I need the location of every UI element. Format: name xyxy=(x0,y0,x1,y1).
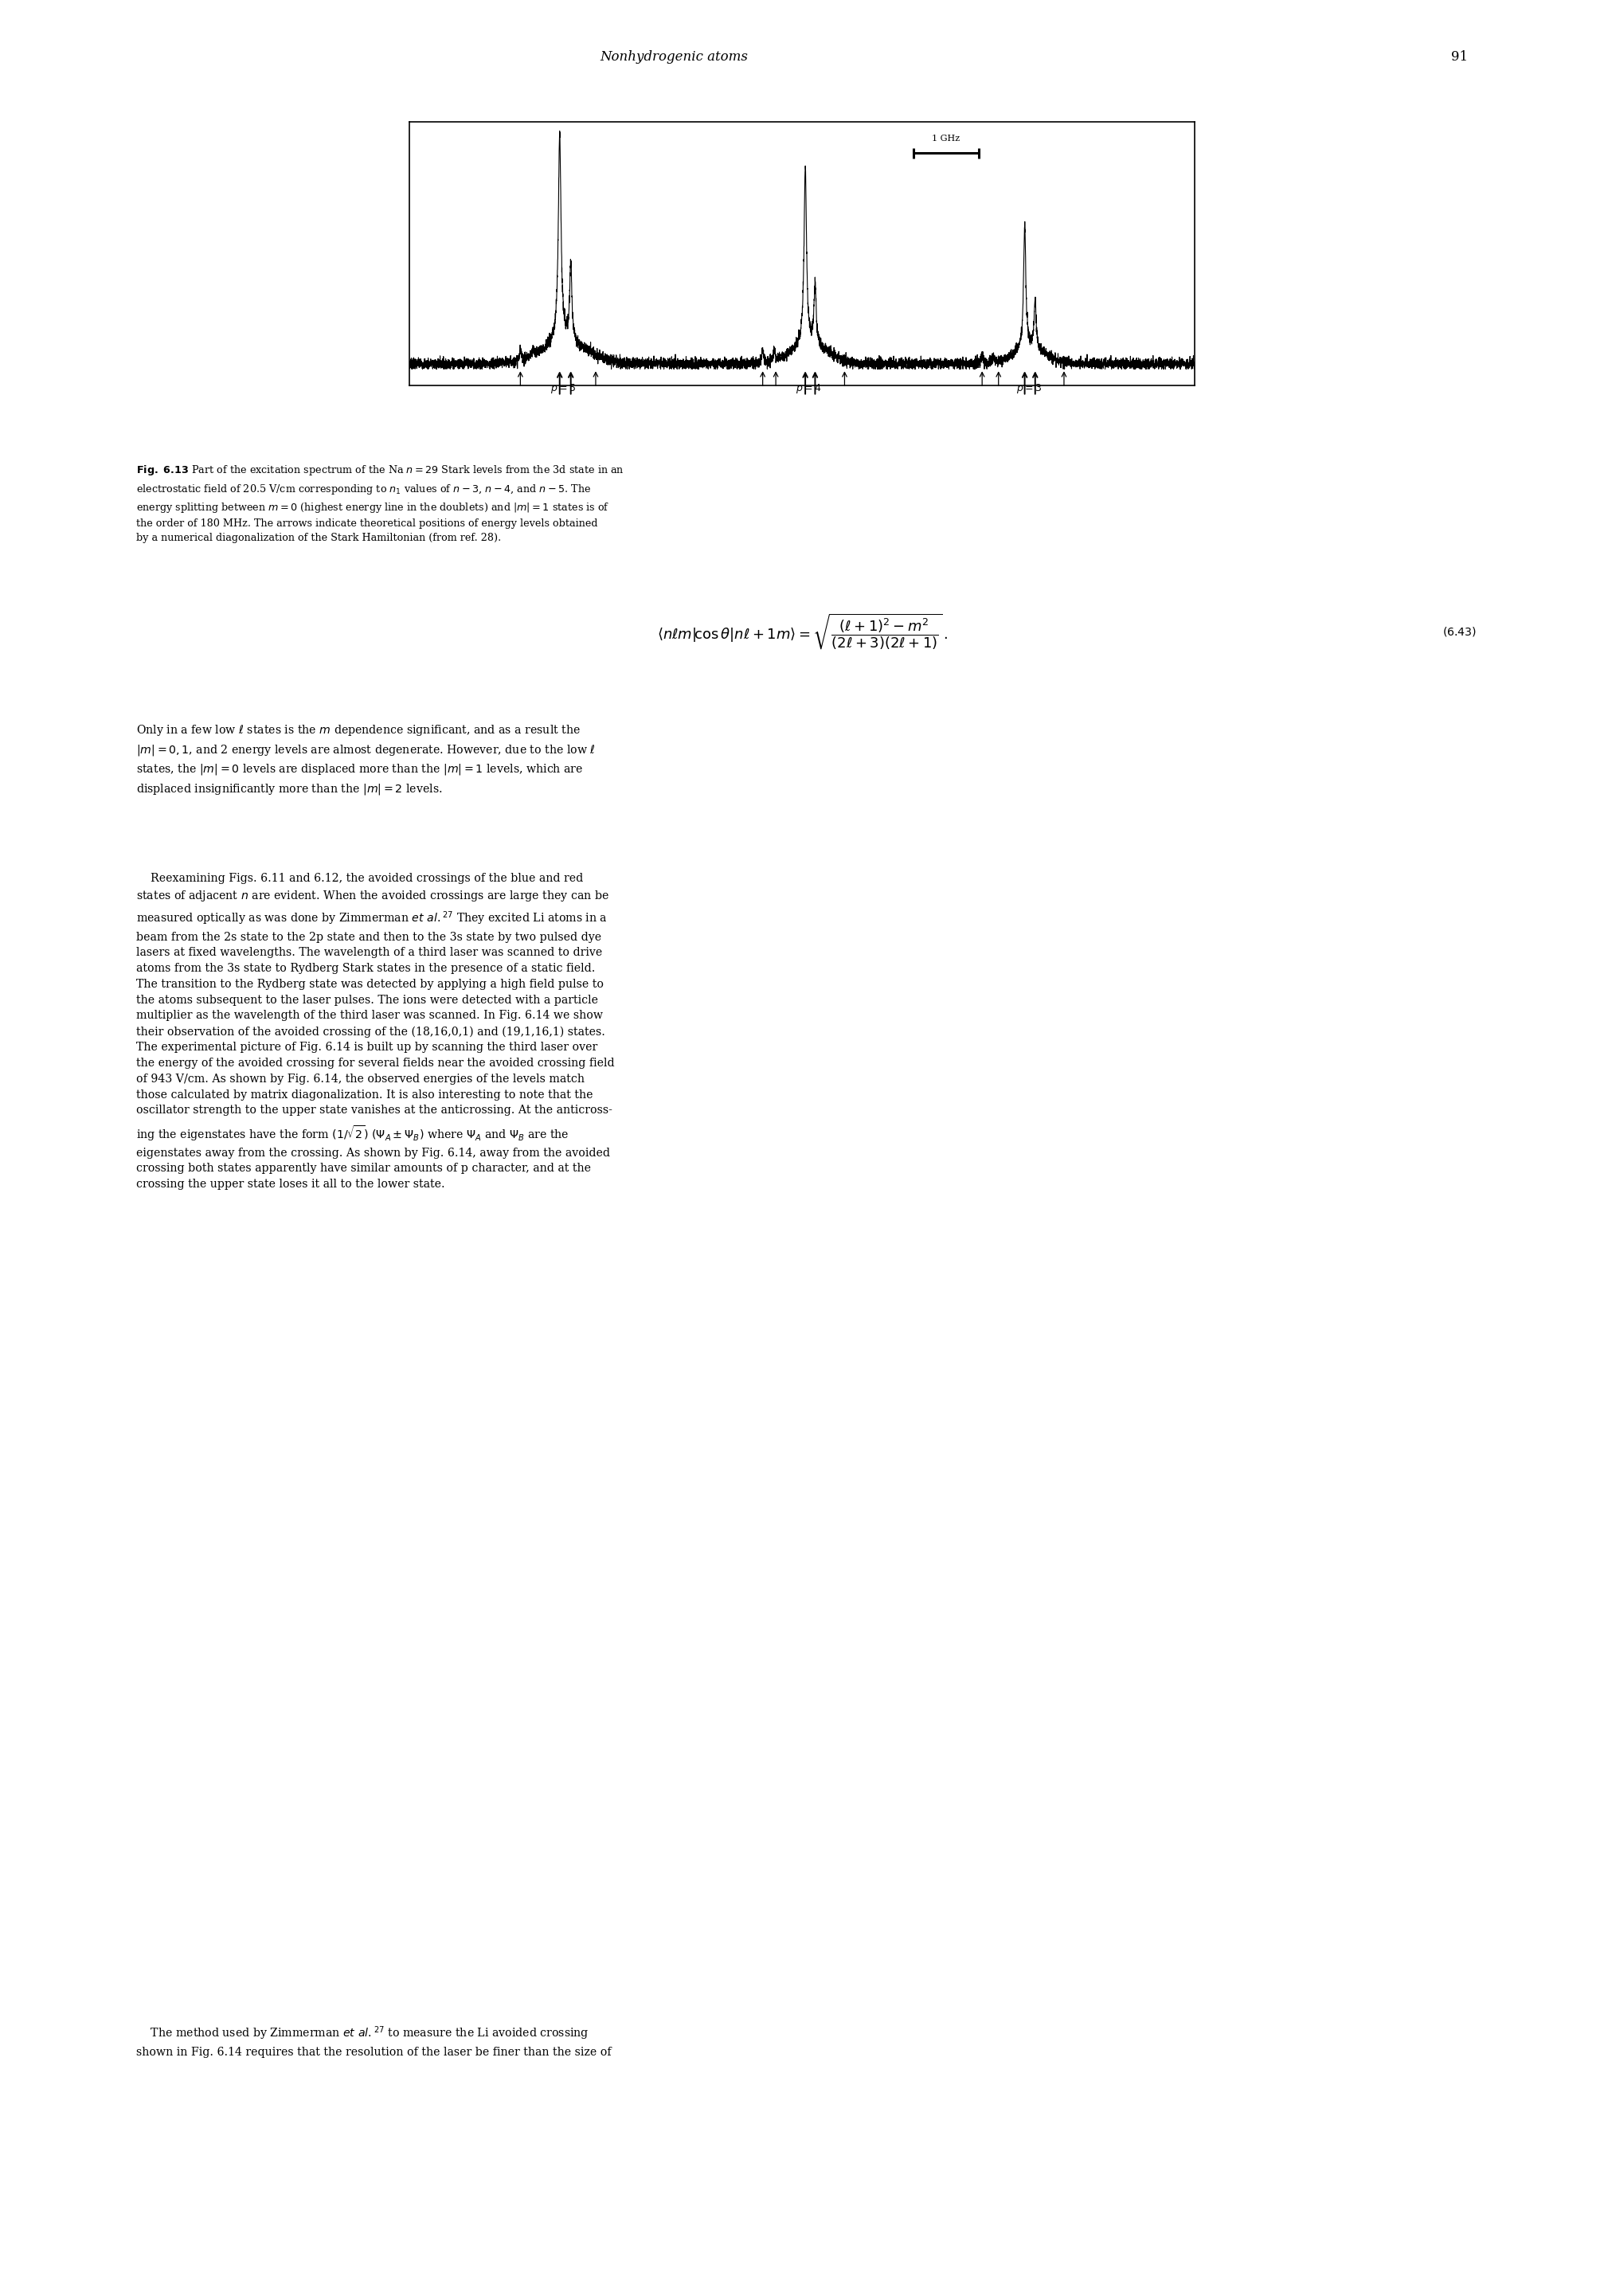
Text: $p=5$: $p=5$ xyxy=(550,383,576,395)
Text: Nonhydrogenic atoms: Nonhydrogenic atoms xyxy=(600,51,747,64)
Text: $p=3$: $p=3$ xyxy=(1017,383,1043,395)
Text: $p=4$: $p=4$ xyxy=(796,383,821,395)
Text: The method used by Zimmerman $et\ al.^{27}$ to measure the Li avoided crossing
s: The method used by Zimmerman $et\ al.^{2… xyxy=(136,2025,611,2057)
Text: 1 GHz: 1 GHz xyxy=(932,135,961,142)
Text: $\langle n\ell m|\!\cos\theta|n\ell+1m\rangle = \sqrt{\dfrac{(\ell+1)^2-m^2}{(2\: $\langle n\ell m|\!\cos\theta|n\ell+1m\r… xyxy=(656,611,948,652)
Text: Reexamining Figs. 6.11 and 6.12, the avoided crossings of the blue and red
state: Reexamining Figs. 6.11 and 6.12, the avo… xyxy=(136,872,614,1189)
Text: Only in a few low $\ell$ states is the $m$ dependence significant, and as a resu: Only in a few low $\ell$ states is the $… xyxy=(136,723,595,797)
Text: $\mathbf{Fig.\ 6.13}$ Part of the excitation spectrum of the Na $n=29$ Stark lev: $\mathbf{Fig.\ 6.13}$ Part of the excita… xyxy=(136,464,624,544)
Text: $(6.43)$: $(6.43)$ xyxy=(1442,625,1477,638)
Text: 91: 91 xyxy=(1452,51,1468,64)
